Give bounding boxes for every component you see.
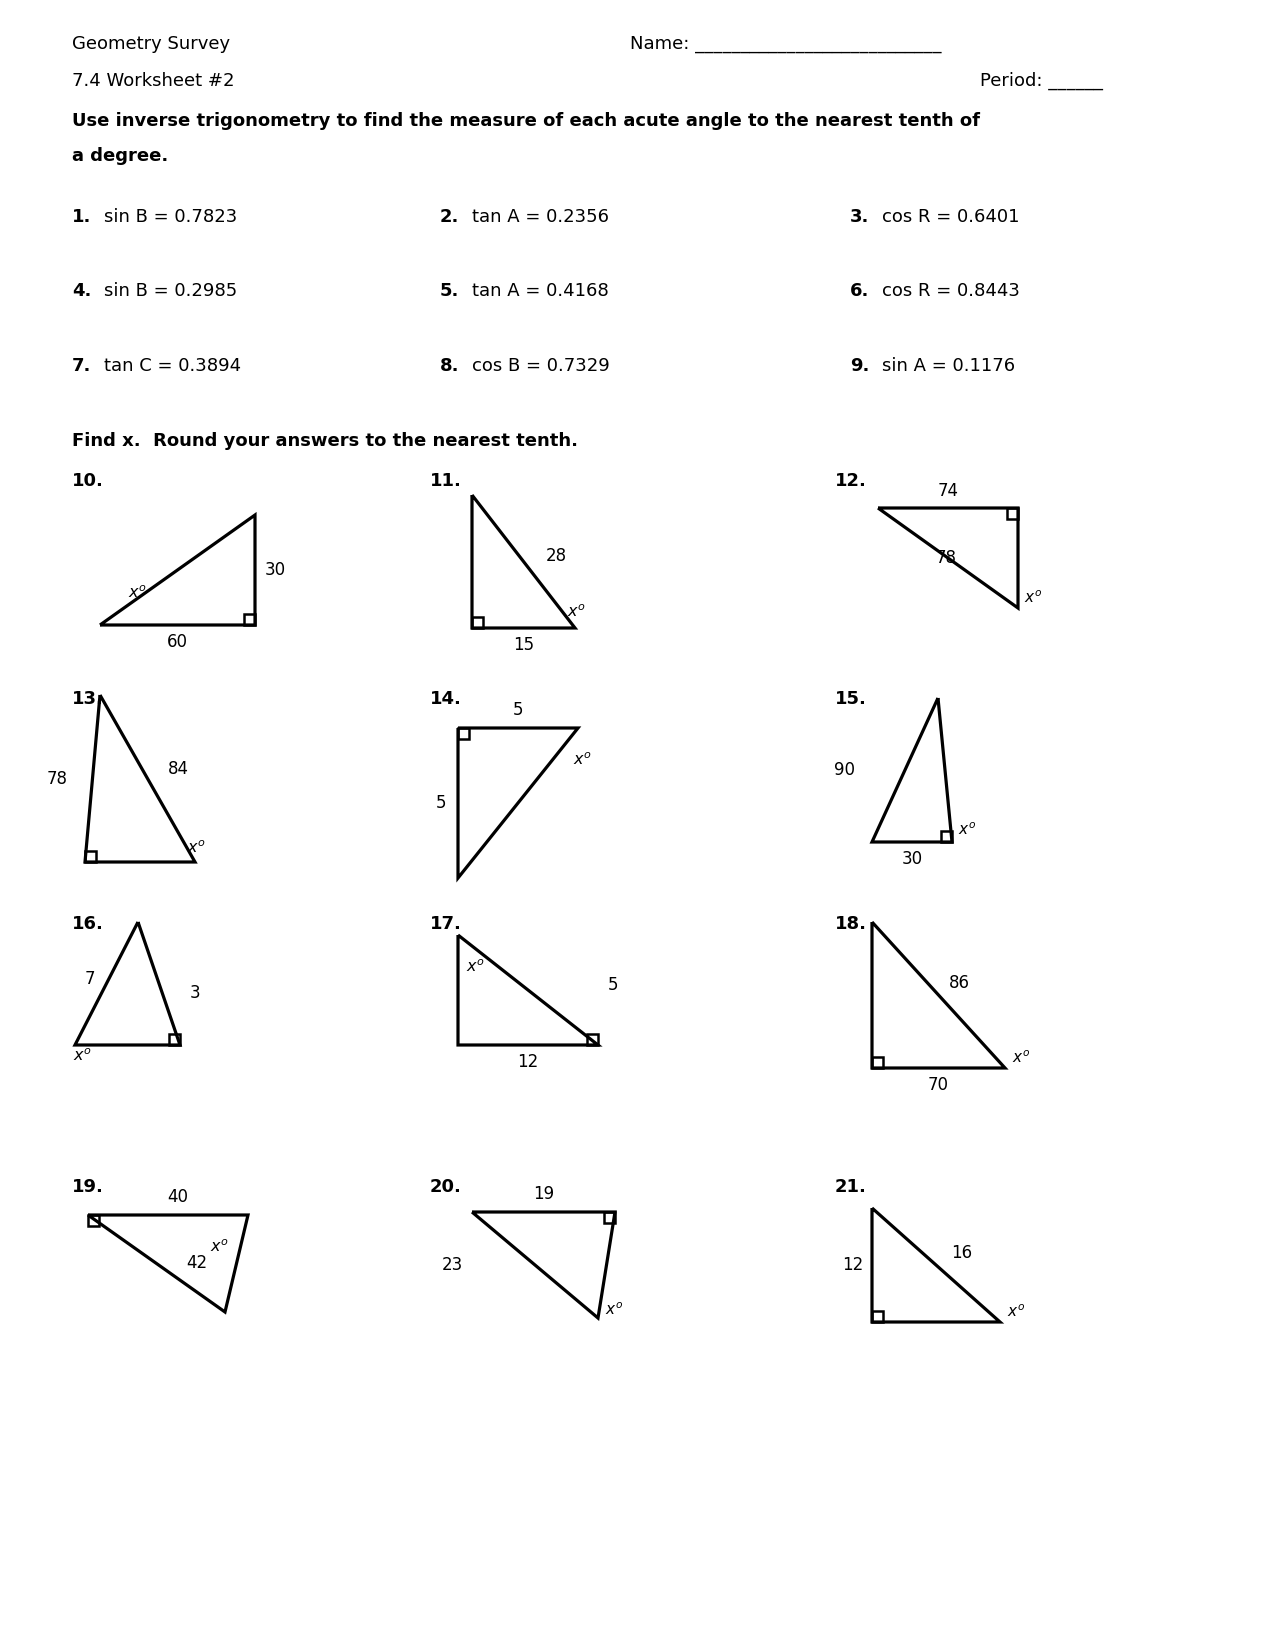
Text: 16.: 16. — [71, 916, 103, 932]
Text: 19: 19 — [533, 1185, 555, 1203]
Text: 3.: 3. — [850, 208, 870, 226]
Text: $x^o$: $x^o$ — [1007, 1304, 1025, 1320]
Text: 6.: 6. — [850, 282, 870, 300]
Text: tan A = 0.4168: tan A = 0.4168 — [472, 282, 608, 300]
Text: 7.4 Worksheet #2: 7.4 Worksheet #2 — [71, 73, 235, 91]
Text: a degree.: a degree. — [71, 147, 168, 165]
Text: 84: 84 — [167, 759, 189, 777]
Text: Geometry Survey: Geometry Survey — [71, 35, 230, 53]
Text: 2.: 2. — [440, 208, 459, 226]
Text: $x^o$: $x^o$ — [567, 604, 586, 620]
Text: $x^o$: $x^o$ — [465, 959, 484, 975]
Text: 3: 3 — [190, 985, 200, 1003]
Text: 10.: 10. — [71, 472, 103, 490]
Text: 13.: 13. — [71, 690, 103, 708]
Text: 12.: 12. — [835, 472, 867, 490]
Text: 7.: 7. — [71, 356, 92, 375]
Text: 60: 60 — [167, 634, 187, 652]
Text: 18.: 18. — [835, 916, 867, 932]
Text: tan C = 0.3894: tan C = 0.3894 — [105, 356, 241, 375]
Text: 78: 78 — [47, 769, 68, 787]
Text: 11.: 11. — [430, 472, 462, 490]
Text: $x^o$: $x^o$ — [73, 1048, 92, 1064]
Text: 78: 78 — [936, 549, 958, 568]
Text: 70: 70 — [928, 1076, 949, 1094]
Text: $x^o$: $x^o$ — [1024, 589, 1042, 606]
Text: $x^o$: $x^o$ — [210, 1239, 229, 1256]
Text: 40: 40 — [167, 1188, 189, 1206]
Text: sin B = 0.7823: sin B = 0.7823 — [105, 208, 237, 226]
Text: 9.: 9. — [850, 356, 870, 375]
Text: cos B = 0.7329: cos B = 0.7329 — [472, 356, 609, 375]
Text: 30: 30 — [901, 850, 923, 868]
Text: 42: 42 — [186, 1254, 207, 1272]
Text: Name: ___________________________: Name: ___________________________ — [630, 35, 941, 53]
Text: 28: 28 — [546, 548, 566, 566]
Text: 74: 74 — [937, 482, 959, 500]
Text: $x^o$: $x^o$ — [606, 1302, 623, 1318]
Text: 14.: 14. — [430, 690, 462, 708]
Text: 12: 12 — [518, 1053, 538, 1071]
Text: sin A = 0.1176: sin A = 0.1176 — [882, 356, 1015, 375]
Text: 20.: 20. — [430, 1178, 462, 1196]
Text: 15: 15 — [513, 635, 534, 653]
Text: 7: 7 — [84, 970, 96, 987]
Text: 8.: 8. — [440, 356, 459, 375]
Text: cos R = 0.8443: cos R = 0.8443 — [882, 282, 1020, 300]
Text: $x^o$: $x^o$ — [958, 822, 977, 838]
Text: cos R = 0.6401: cos R = 0.6401 — [882, 208, 1020, 226]
Text: 5: 5 — [436, 794, 446, 812]
Text: 1.: 1. — [71, 208, 92, 226]
Text: Period: ______: Period: ______ — [980, 73, 1103, 91]
Text: 5.: 5. — [440, 282, 459, 300]
Text: 23: 23 — [442, 1256, 463, 1274]
Text: 86: 86 — [949, 974, 969, 992]
Text: Use inverse trigonometry to find the measure of each acute angle to the nearest : Use inverse trigonometry to find the mea… — [71, 112, 980, 130]
Text: 5: 5 — [513, 701, 523, 719]
Text: 16: 16 — [951, 1244, 972, 1262]
Text: 19.: 19. — [71, 1178, 103, 1196]
Text: $x^o$: $x^o$ — [1012, 1049, 1030, 1066]
Text: 21.: 21. — [835, 1178, 867, 1196]
Text: tan A = 0.2356: tan A = 0.2356 — [472, 208, 609, 226]
Text: $x^o$: $x^o$ — [572, 752, 592, 769]
Text: 30: 30 — [265, 561, 286, 579]
Text: Find x.  Round your answers to the nearest tenth.: Find x. Round your answers to the neares… — [71, 432, 578, 450]
Text: 17.: 17. — [430, 916, 462, 932]
Text: 5: 5 — [608, 977, 618, 993]
Text: 90: 90 — [834, 761, 856, 779]
Text: 15.: 15. — [835, 690, 867, 708]
Text: sin B = 0.2985: sin B = 0.2985 — [105, 282, 237, 300]
Text: $x^o$: $x^o$ — [128, 584, 147, 601]
Text: $x^o$: $x^o$ — [187, 840, 207, 856]
Text: 4.: 4. — [71, 282, 92, 300]
Text: 12: 12 — [842, 1256, 863, 1274]
